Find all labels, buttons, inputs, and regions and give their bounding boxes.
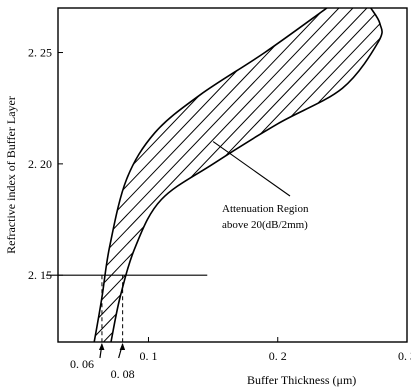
upper-boundary-curve <box>93 8 328 342</box>
hatch-line <box>271 8 383 342</box>
reference-drop-label: 0. 08 <box>111 367 135 381</box>
hatch-line <box>159 8 383 342</box>
hatch-line <box>103 8 383 342</box>
y-tick-label: 2. 25 <box>28 46 52 60</box>
hatch-line <box>173 8 383 342</box>
hatch-line <box>94 8 377 342</box>
reference-drop-arrowhead <box>98 343 105 350</box>
hatch-line <box>94 8 383 342</box>
hatch-line <box>341 8 383 342</box>
x-axis-ticks: 0. 1 0. 2 0. 3 <box>139 337 411 363</box>
x-axis-label: Buffer Thickness (μm) <box>247 373 356 387</box>
hatch-line <box>94 8 181 342</box>
hatch-line <box>257 8 383 342</box>
hatch-line <box>201 8 383 342</box>
hatch-line <box>94 8 139 342</box>
hatch-line <box>94 8 167 342</box>
hatch-line <box>215 8 383 342</box>
hatch-line <box>94 8 383 342</box>
annotation-leader-line <box>212 141 291 197</box>
hatch-line <box>369 8 383 342</box>
x-tick-label: 0. 2 <box>269 349 287 363</box>
reference-drops: 0. 06 0. 08 <box>70 275 135 381</box>
hatch-line <box>299 8 383 342</box>
hatch-line <box>327 8 383 342</box>
x-tick-label: 0. 1 <box>139 349 157 363</box>
annotation-text-line1: Attenuation Region <box>222 203 309 215</box>
hatch-line <box>94 8 383 342</box>
hatch-line <box>94 8 125 342</box>
y-tick-label: 2. 20 <box>28 157 52 171</box>
annotation-text-line2: above 20(dB/2mm) <box>222 219 308 231</box>
hatch-line <box>94 8 363 342</box>
plot-frame <box>57 7 408 343</box>
hatch-line <box>355 8 383 342</box>
reference-drop-arrowhead <box>119 343 126 350</box>
hatch-line <box>94 8 383 342</box>
hatch-line <box>131 8 383 342</box>
x-tick-label: 0. 3 <box>398 349 411 363</box>
hatch-line <box>94 8 349 342</box>
hatch-line <box>313 8 383 342</box>
hatch-line <box>229 8 383 342</box>
y-axis-label: Refractive index of Buffer Layer <box>4 96 18 254</box>
hatch-line <box>94 8 383 342</box>
lower-boundary-curve <box>110 8 383 342</box>
hatch-line <box>398 0 411 391</box>
hatch-line <box>243 8 383 342</box>
hatch-line <box>145 8 383 342</box>
hatch-line <box>187 8 383 342</box>
reference-drop-label: 0. 06 <box>70 357 94 371</box>
hatch-line <box>94 8 383 342</box>
y-tick-label: 2. 15 <box>28 268 52 282</box>
hatch-line <box>94 8 383 342</box>
hatch-line <box>94 8 153 342</box>
